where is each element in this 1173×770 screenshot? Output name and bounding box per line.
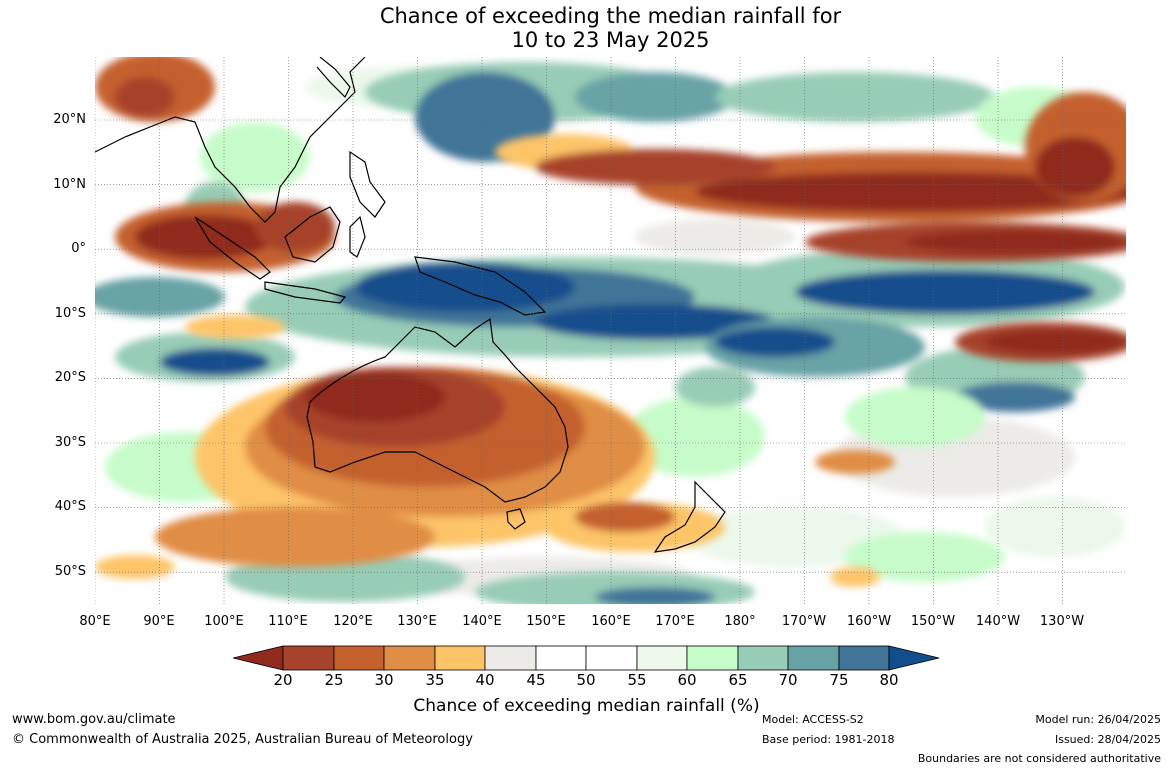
boundaries-disclaimer: Boundaries are not considered authoritat… xyxy=(917,752,1161,765)
lon-label-130w: 130°W xyxy=(1039,614,1085,629)
colorbar-segment-50-55 xyxy=(585,645,638,671)
colorbar-tick-75: 75 xyxy=(829,671,849,689)
japan-coastline xyxy=(316,57,351,99)
lat-label-10s: 10°S xyxy=(54,306,86,321)
base-period: Base period: 1981-2018 xyxy=(762,733,895,746)
lon-label-180: 180° xyxy=(724,614,756,629)
colorbar xyxy=(233,645,940,671)
tasmania-coastline xyxy=(506,508,526,530)
colorbar-segment-75-80 xyxy=(838,645,890,671)
colorbar-tick-55: 55 xyxy=(627,671,647,689)
colorbar-underflow-triangle xyxy=(233,645,284,671)
title-line-1: Chance of exceeding the median rainfall … xyxy=(379,4,842,28)
lon-label-110e: 110°E xyxy=(268,614,308,629)
australia-coastline xyxy=(306,317,569,503)
coastlines xyxy=(95,57,726,553)
lon-label-140w: 140°W xyxy=(975,614,1021,629)
title-line-2: 10 to 23 May 2025 xyxy=(511,28,710,52)
colorbar-overflow-triangle xyxy=(888,645,940,671)
sulawesi-coastline xyxy=(349,215,366,258)
colorbar-segment-65-70 xyxy=(737,645,789,671)
colorbar-tick-45: 45 xyxy=(526,671,546,689)
borneo-coastline xyxy=(284,206,341,263)
graticule xyxy=(95,57,1126,604)
model-run-date: Model run: 26/04/2025 xyxy=(1035,713,1161,726)
colorbar-tick-80: 80 xyxy=(879,671,899,689)
colorbar-tick-40: 40 xyxy=(475,671,495,689)
lon-label-90e: 90°E xyxy=(143,614,175,629)
lat-label-10n: 10°N xyxy=(53,177,86,192)
lon-label-140e: 140°E xyxy=(462,614,502,629)
wet-anomaly-regions xyxy=(95,62,1125,604)
colorbar-tick-70: 70 xyxy=(778,671,798,689)
copyright-notice: © Commonwealth of Australia 2025, Austra… xyxy=(12,732,473,747)
lat-label-0: 0° xyxy=(71,241,86,256)
new-guinea-coastline xyxy=(414,256,547,316)
lat-label-20n: 20°N xyxy=(53,112,86,127)
colorbar-tick-20: 20 xyxy=(273,671,293,689)
colorbar-segment-35-40 xyxy=(434,645,486,671)
issued-date: Issued: 28/04/2025 xyxy=(1054,733,1161,746)
lat-label-20s: 20°S xyxy=(54,370,86,385)
colorbar-title: Chance of exceeding median rainfall (%) xyxy=(413,696,760,716)
lon-label-120e: 120°E xyxy=(333,614,373,629)
lat-label-30s: 30°S xyxy=(54,435,86,450)
colorbar-tick-50: 50 xyxy=(576,671,596,689)
lon-label-80e: 80°E xyxy=(79,614,111,629)
lon-label-150w: 150°W xyxy=(910,614,956,629)
lon-label-100e: 100°E xyxy=(204,614,244,629)
colorbar-segment-30-35 xyxy=(383,645,436,671)
colorbar-tick-60: 60 xyxy=(677,671,697,689)
philippines-coastline xyxy=(349,150,386,218)
dry-anomaly-regions xyxy=(95,57,1126,587)
website-link[interactable]: www.bom.gov.au/climate xyxy=(12,712,176,727)
colorbar-segment-25-30 xyxy=(333,645,385,671)
colorbar-tick-65: 65 xyxy=(728,671,748,689)
colorbar-segment-70-75 xyxy=(787,645,840,671)
lon-label-150e: 150°E xyxy=(526,614,566,629)
rainfall-probability-field xyxy=(95,57,1126,604)
map-title: Chance of exceeding the median rainfall … xyxy=(95,4,1126,52)
lon-label-170e: 170°E xyxy=(655,614,695,629)
new-zealand-coastline xyxy=(653,480,726,553)
lon-label-130e: 130°E xyxy=(397,614,437,629)
rainfall-map xyxy=(95,57,1126,604)
colorbar-segment-45-50 xyxy=(535,645,587,671)
model-name: Model: ACCESS-S2 xyxy=(762,713,864,726)
colorbar-tick-25: 25 xyxy=(324,671,344,689)
lon-label-160w: 160°W xyxy=(846,614,892,629)
lat-label-40s: 40°S xyxy=(54,499,86,514)
lat-label-50s: 50°S xyxy=(54,564,86,579)
colorbar-segment-55-60 xyxy=(636,645,688,671)
java-coastline xyxy=(264,281,347,304)
colorbar-segment-20-25 xyxy=(282,645,335,671)
lon-label-170w: 170°W xyxy=(781,614,827,629)
colorbar-tick-30: 30 xyxy=(374,671,394,689)
lon-label-160e: 160°E xyxy=(591,614,631,629)
colorbar-segment-40-45 xyxy=(484,645,537,671)
sumatra-coastline xyxy=(194,216,271,280)
asia-coastline xyxy=(95,57,366,223)
colorbar-tick-35: 35 xyxy=(425,671,445,689)
colorbar-segment-60-65 xyxy=(686,645,739,671)
